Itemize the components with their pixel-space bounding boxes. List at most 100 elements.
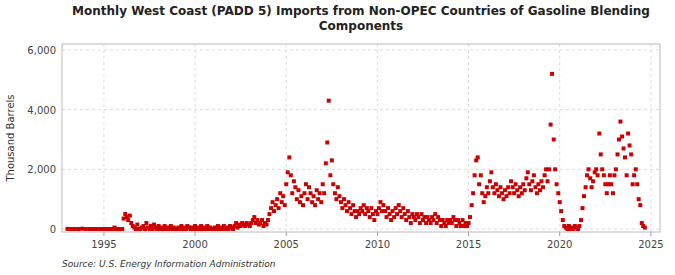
point [612, 173, 616, 177]
point [558, 200, 562, 204]
point [84, 227, 88, 231]
point [406, 209, 410, 213]
point [347, 200, 351, 204]
point [597, 132, 601, 136]
point [584, 185, 588, 189]
point [550, 72, 554, 76]
point [605, 191, 609, 195]
title-line: Components [319, 19, 404, 33]
grid-line-x [377, 44, 378, 232]
y-tick-label: 0 [50, 224, 56, 235]
point [616, 152, 620, 156]
point [635, 182, 639, 186]
point [80, 227, 84, 231]
x-tick-label: 2000 [182, 239, 207, 250]
point [539, 179, 543, 183]
point [600, 167, 604, 171]
point [322, 191, 326, 195]
x-tick-label: 2015 [456, 239, 481, 250]
y-tick-label: 4,000 [27, 105, 56, 116]
point [489, 170, 493, 174]
point [582, 194, 586, 198]
x-tick-label: 2020 [547, 239, 572, 250]
point [65, 227, 69, 231]
point [477, 182, 481, 186]
point [290, 191, 294, 195]
point [284, 182, 288, 186]
point [312, 194, 316, 198]
point [95, 227, 99, 231]
point [546, 179, 550, 183]
point [73, 227, 77, 231]
point [479, 173, 483, 177]
point [637, 197, 641, 201]
point [634, 167, 638, 171]
x-tick-label: 2005 [274, 239, 299, 250]
point [277, 206, 281, 210]
source-note: Source: U.S. Energy Information Administ… [62, 259, 276, 269]
point [590, 185, 594, 189]
point [287, 155, 291, 159]
point [611, 191, 615, 195]
point [620, 135, 624, 139]
point [541, 185, 545, 189]
point [631, 182, 635, 186]
point [608, 173, 612, 177]
point [265, 223, 269, 227]
point [599, 152, 603, 156]
point [579, 218, 583, 222]
point [313, 203, 317, 207]
point [409, 221, 413, 225]
point [509, 179, 513, 183]
point [337, 194, 341, 198]
y-tick-label: 2,000 [27, 164, 56, 175]
axes: 02,0004,0006,000199520002005201020152020… [27, 44, 663, 250]
point [327, 99, 331, 103]
point [369, 206, 373, 210]
point [596, 173, 600, 177]
point [591, 179, 595, 183]
point [643, 226, 647, 230]
grid-line-y [62, 49, 660, 50]
point [523, 188, 527, 192]
point [543, 173, 547, 177]
point [328, 173, 332, 177]
x-tick-label: 2025 [638, 239, 663, 250]
point [275, 197, 279, 201]
point [375, 212, 379, 216]
title: Monthly West Coast (PADD 5) Imports from… [72, 4, 650, 33]
point [581, 206, 585, 210]
point [552, 137, 556, 141]
grid-line-y [62, 109, 660, 110]
background [0, 0, 675, 275]
point [351, 203, 355, 207]
point [625, 173, 629, 177]
grid-line-x [650, 44, 651, 232]
point [555, 182, 559, 186]
y-axis-label: Thousand Barrels [5, 94, 16, 182]
point [319, 200, 323, 204]
point [470, 203, 474, 207]
point [468, 215, 472, 219]
points [65, 72, 646, 231]
point [272, 209, 276, 213]
point [289, 173, 293, 177]
x-tick [286, 232, 287, 236]
title-line: Monthly West Coast (PADD 5) Imports from… [72, 4, 650, 18]
grid-line-x [195, 44, 196, 232]
point [296, 188, 300, 192]
grid [62, 44, 660, 232]
point [321, 182, 325, 186]
point [91, 227, 95, 231]
point [87, 227, 91, 231]
point [331, 182, 335, 186]
chart-svg: Monthly West Coast (PADD 5) Imports from… [0, 0, 675, 275]
point [318, 191, 322, 195]
point [486, 191, 490, 195]
point [628, 143, 632, 147]
point [547, 167, 551, 171]
point [488, 179, 492, 183]
chart-container: Monthly West Coast (PADD 5) Imports from… [0, 0, 675, 275]
grid-line-x [103, 44, 104, 232]
point [556, 191, 560, 195]
